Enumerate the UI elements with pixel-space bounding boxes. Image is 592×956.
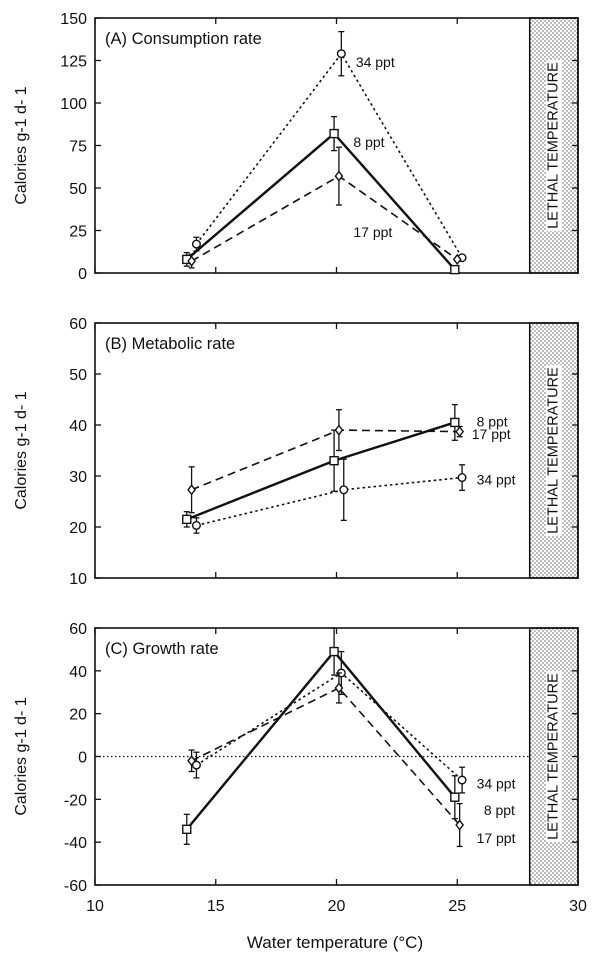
- data-point: [187, 484, 196, 496]
- x-tick-label: 25: [448, 898, 466, 915]
- data-point: [457, 775, 467, 785]
- x-tick-label: 20: [328, 898, 346, 915]
- data-point: [329, 646, 339, 657]
- series-17-ppt: 17 ppt: [187, 146, 462, 269]
- x-tick-label: 15: [207, 898, 225, 915]
- lethal-temperature-label: LETHAL TEMPERATURE: [546, 367, 562, 534]
- lethal-temperature-label: LETHAL TEMPERATURE: [546, 62, 562, 229]
- chart-panel-1: LETHAL TEMPERATURE 0 25 50 75 100 125 150 Calori…: [13, 11, 579, 283]
- panel-title: (C) Growth rate: [105, 640, 219, 658]
- data-point: [191, 239, 201, 249]
- series-34-ppt: 34 ppt: [191, 458, 516, 534]
- data-point: [450, 792, 460, 802]
- y-tick-label: 150: [60, 11, 87, 28]
- series-label: 8 ppt: [477, 413, 508, 429]
- data-point: [182, 514, 192, 525]
- x-axis-title: Water temperature (°C): [247, 933, 423, 952]
- y-tick-label: -20: [64, 792, 87, 809]
- x-tick-label: 10: [86, 898, 104, 915]
- data-point: [329, 128, 339, 139]
- y-tick-label: -40: [64, 835, 87, 852]
- y-tick-label: 50: [69, 367, 87, 384]
- data-point: [339, 485, 349, 495]
- y-tick-label: 100: [60, 96, 87, 113]
- data-point: [187, 255, 196, 267]
- series-line: [191, 175, 458, 262]
- series-line: [186, 421, 456, 521]
- series-line: [185, 131, 456, 271]
- data-point: [336, 49, 346, 59]
- lethal-label-background: [545, 671, 562, 842]
- data-point: [191, 520, 201, 530]
- y-tick-label: 30: [69, 469, 87, 486]
- y-axis-title: Calories g-1 d- 1: [13, 697, 30, 815]
- series-label: 34 ppt: [356, 54, 395, 70]
- data-point: [455, 819, 465, 831]
- chart-panel-3: LETHAL TEMPERATURE -60 -40 -20 0 20 40 60 10 15 20…: [13, 621, 587, 915]
- y-axis-title: Calories g-1 d- 1: [13, 86, 30, 204]
- series-17-ppt: 17 ppt: [187, 409, 511, 514]
- data-point: [334, 682, 344, 694]
- series-17-ppt: 17 ppt: [187, 672, 516, 848]
- series-line: [196, 476, 463, 527]
- series-label: 34 ppt: [477, 775, 516, 791]
- lethal-label-background: [545, 365, 562, 536]
- y-tick-label: 0: [78, 266, 87, 283]
- series-34-ppt: 34 ppt: [191, 650, 516, 794]
- data-point: [187, 755, 196, 767]
- data-point: [450, 417, 460, 428]
- series-8-ppt: 8 ppt: [182, 627, 515, 845]
- series-label: 17 ppt: [477, 830, 516, 846]
- series-line: [195, 52, 463, 259]
- data-point: [455, 425, 465, 438]
- data-point: [334, 170, 344, 182]
- y-tick-label: 60: [69, 316, 87, 333]
- plot-frame: [94, 17, 579, 274]
- y-tick-label: 20: [69, 707, 87, 724]
- series-8-ppt: 8 ppt: [182, 403, 508, 528]
- panel-title: (B) Metabolic rate: [105, 335, 235, 353]
- lethal-label-background: [545, 60, 562, 231]
- y-tick-label: 0: [78, 750, 87, 767]
- y-tick-label: 20: [69, 520, 87, 537]
- series-label: 8 ppt: [353, 134, 384, 150]
- series-label: 17 ppt: [353, 224, 392, 240]
- chart-panels: LETHAL TEMPERATURE0255075100125150Calori…: [13, 11, 587, 915]
- y-tick-label: 125: [60, 54, 87, 71]
- series-line: [191, 686, 461, 826]
- data-point: [334, 424, 344, 436]
- y-tick-label: 10: [69, 571, 87, 588]
- chart-panel-2: LETHAL TEMPERATURE 10 20 30 40 50 60 Calories g…: [13, 316, 579, 588]
- y-tick-label: 50: [69, 181, 87, 198]
- series-line: [191, 429, 460, 491]
- data-point: [452, 253, 462, 266]
- panel-title: (A) Consumption rate: [105, 30, 262, 48]
- y-tick-label: 25: [69, 224, 87, 241]
- series-line: [185, 649, 456, 831]
- y-tick-label: 75: [69, 139, 87, 156]
- data-point: [182, 824, 192, 835]
- y-tick-label: 60: [69, 621, 87, 638]
- series-8-ppt: 8 ppt: [182, 115, 460, 275]
- y-tick-label: 40: [69, 418, 87, 435]
- y-tick-label: 40: [69, 664, 87, 681]
- y-tick-label: -60: [64, 878, 87, 895]
- series-line: [196, 671, 463, 781]
- series-label: 34 ppt: [477, 472, 516, 488]
- series-34-ppt: 34 ppt: [191, 30, 467, 263]
- data-point: [457, 473, 467, 483]
- data-point: [329, 456, 339, 466]
- lethal-temperature-label: LETHAL TEMPERATURE: [546, 673, 562, 840]
- y-axis-title: Calories g-1 d- 1: [13, 391, 30, 509]
- series-label: 8 ppt: [484, 802, 515, 818]
- data-point: [450, 264, 460, 275]
- x-tick-label: 30: [569, 898, 587, 915]
- series-label: 17 ppt: [472, 426, 511, 442]
